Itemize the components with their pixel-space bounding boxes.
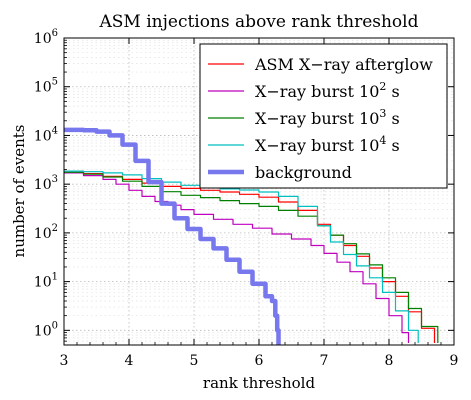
x-tick-labels: 3 4 5 6 7 8 9 <box>60 353 459 369</box>
series-line-2 <box>64 171 439 343</box>
series-group <box>64 127 439 345</box>
x-tick-label: 9 <box>450 353 459 369</box>
x-tick-label: 5 <box>190 353 199 369</box>
legend: ASM X−ray afterglow X−ray burst 102 s X−ra… <box>199 43 448 189</box>
series-line-1 <box>64 172 410 343</box>
series-line-0 <box>64 171 436 343</box>
legend-box <box>199 43 448 189</box>
x-tick-label: 8 <box>385 353 394 369</box>
chart-title: ASM injections above rank threshold <box>99 12 419 32</box>
legend-label-4: background <box>255 163 352 182</box>
y-tick-label: 106 <box>34 28 58 47</box>
y-tick-label: 103 <box>34 174 58 193</box>
y-axis-label: number of events <box>10 125 28 258</box>
x-tick-label: 3 <box>60 353 69 369</box>
y-tick-label: 104 <box>34 125 58 144</box>
legend-label-0: ASM X−ray afterglow <box>254 55 433 74</box>
legend-label-1: X−ray burst 102 s <box>255 80 400 101</box>
x-tick-label: 7 <box>320 353 329 369</box>
x-tick-label: 4 <box>125 353 134 369</box>
y-tick-label: 105 <box>34 77 58 96</box>
y-tick-labels: 100 101 102 103 104 105 106 <box>34 28 58 339</box>
x-tick-label: 6 <box>255 353 264 369</box>
y-tick-label: 101 <box>34 272 58 291</box>
legend-label-2: X−ray burst 103 s <box>255 107 400 128</box>
legend-label-3: X−ray burst 104 s <box>255 134 400 155</box>
y-tick-label: 102 <box>34 223 58 242</box>
y-tick-label: 100 <box>34 320 58 339</box>
series-line-4 <box>64 127 281 345</box>
axis-ticks <box>63 37 455 346</box>
series-line-3 <box>64 170 419 343</box>
x-axis-label: rank threshold <box>203 374 316 392</box>
